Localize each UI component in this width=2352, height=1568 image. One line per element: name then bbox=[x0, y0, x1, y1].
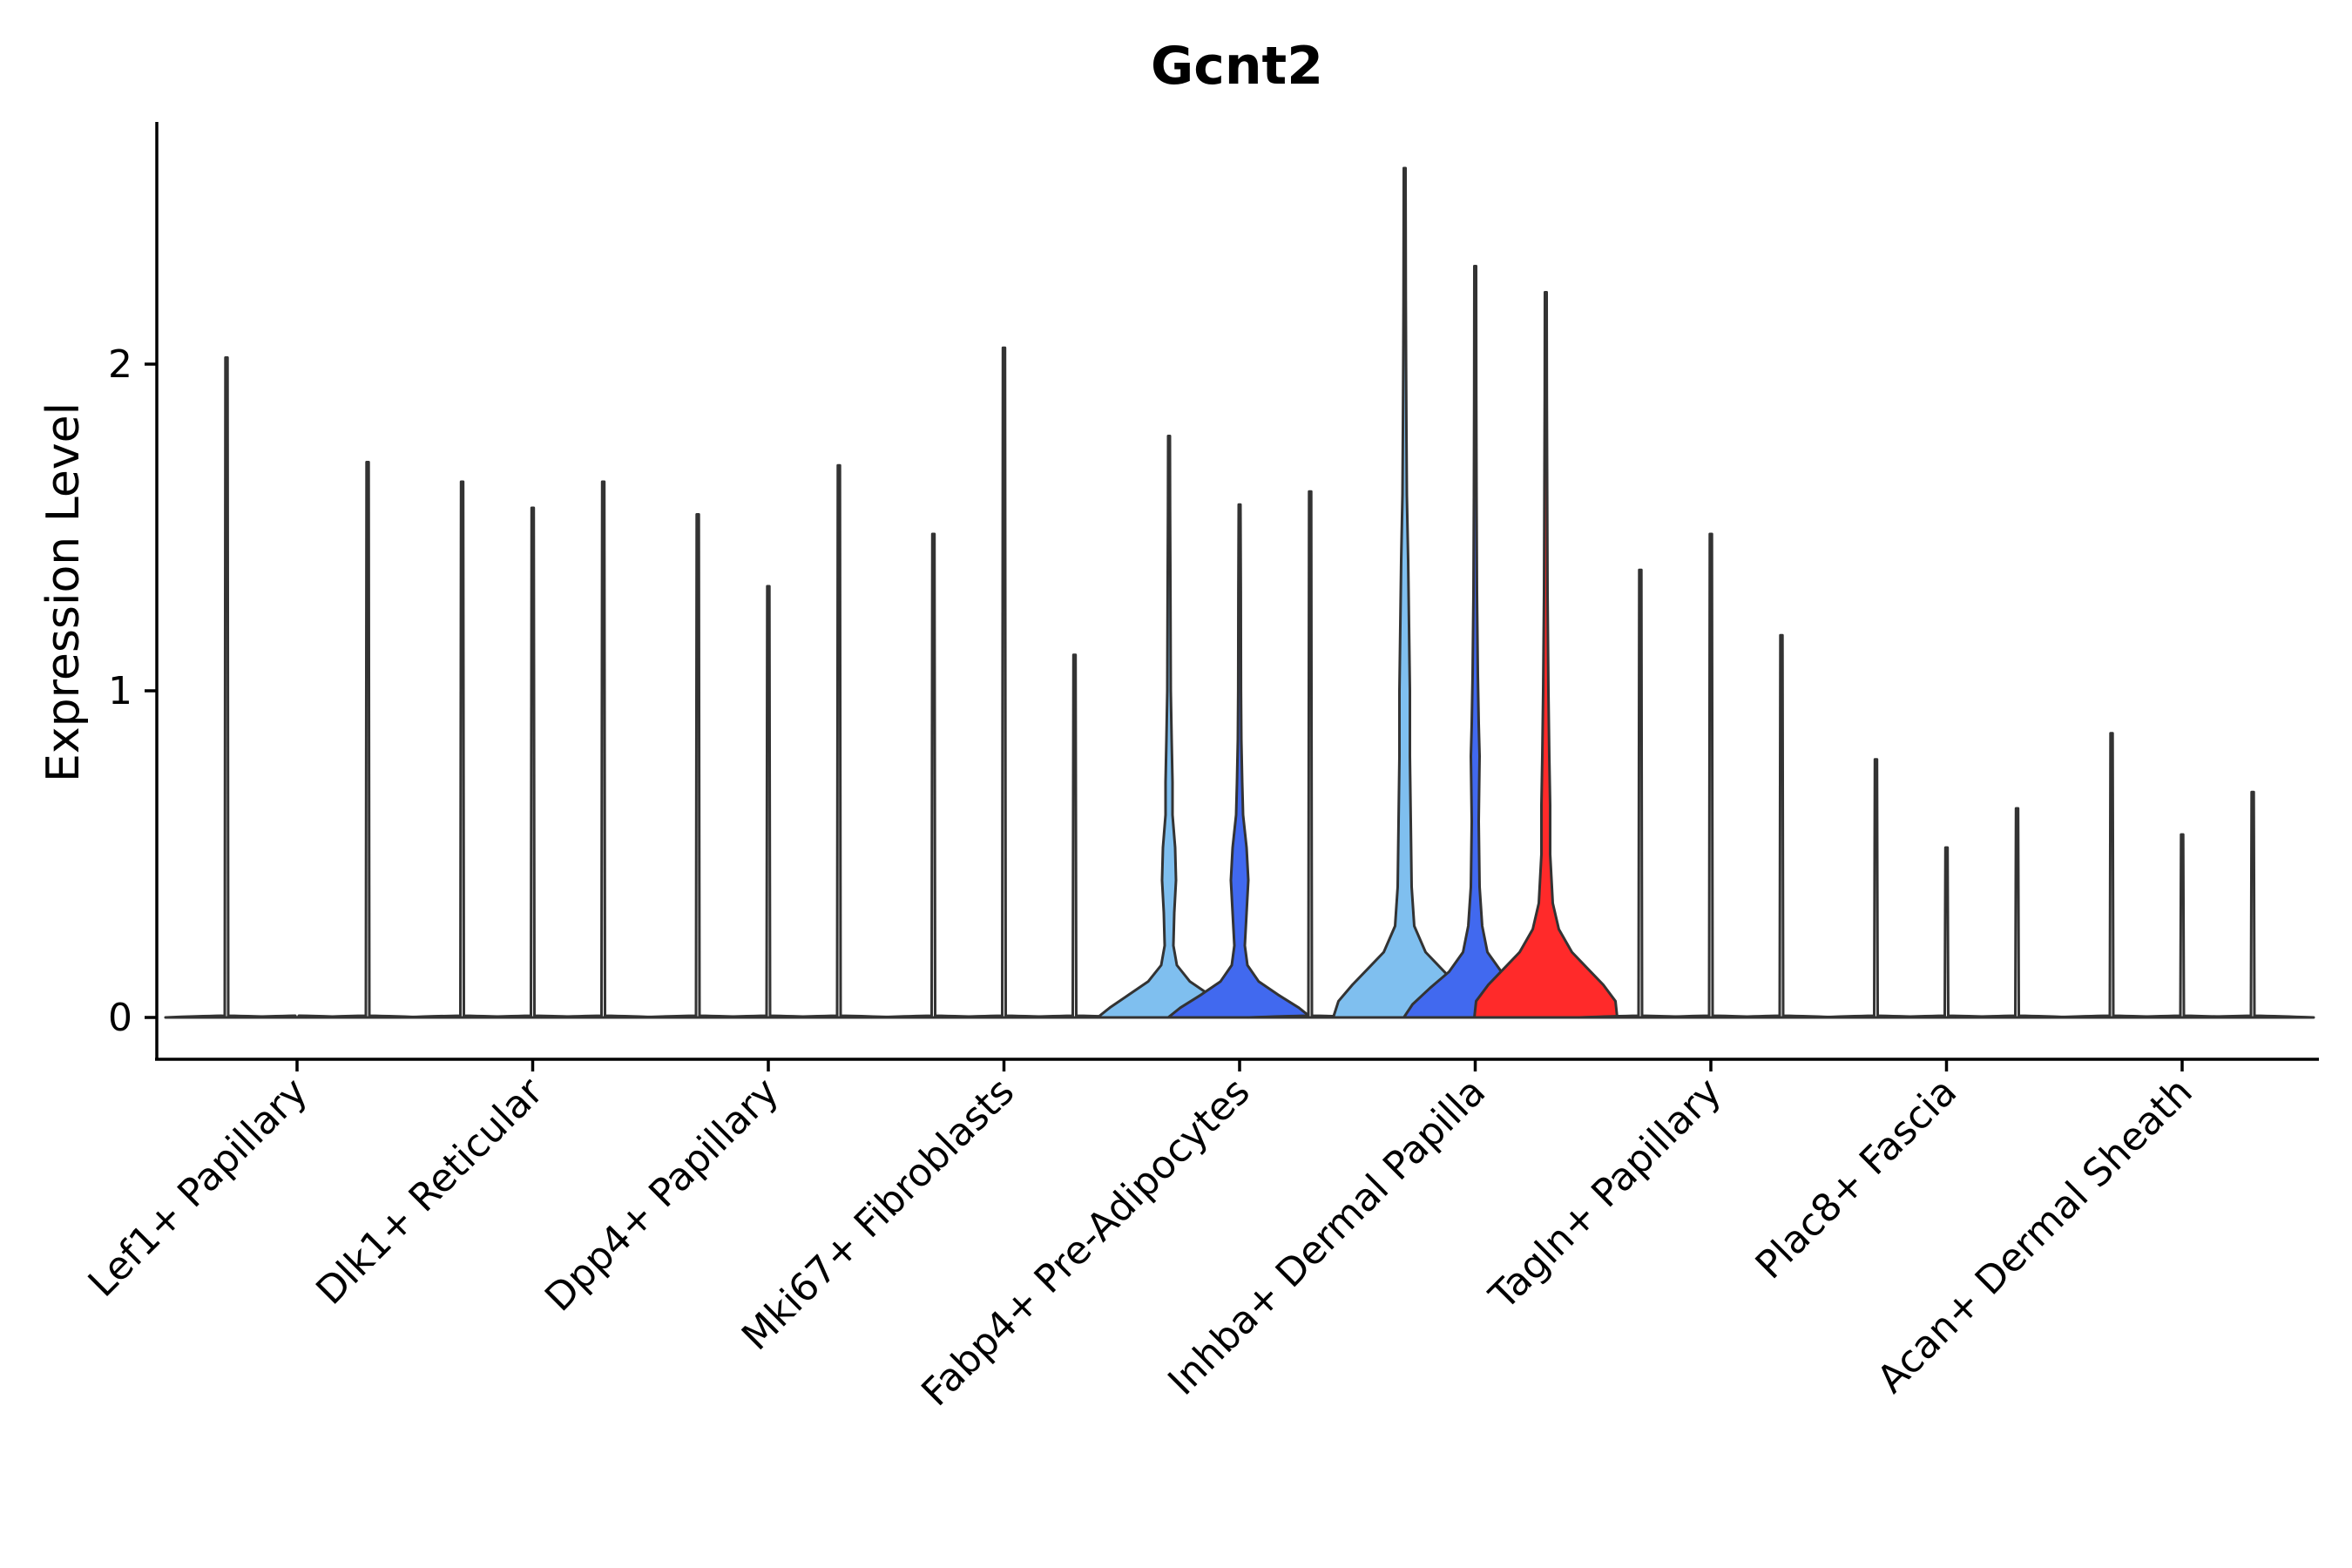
violin-8-3 bbox=[1955, 807, 2079, 1019]
y-tick-label: 1 bbox=[108, 669, 132, 713]
violin-7-1 bbox=[1578, 568, 1703, 1019]
violin-7-3 bbox=[1719, 633, 1844, 1019]
x-tick-label: Lef1+ Papillary bbox=[80, 1070, 316, 1306]
violin-5-2 bbox=[1166, 503, 1313, 1019]
violin-9-1 bbox=[2049, 732, 2174, 1019]
violin-layer bbox=[164, 166, 2315, 1019]
x-tick-label: Mki67+ Fibroblasts bbox=[733, 1070, 1023, 1359]
violin-3-2 bbox=[706, 585, 831, 1019]
y-axis-title: Expression Level bbox=[37, 402, 90, 782]
violin-8-1 bbox=[1814, 758, 1938, 1019]
violin-3-3 bbox=[776, 463, 902, 1019]
violin-6-3 bbox=[1473, 291, 1619, 1019]
violin-2-1 bbox=[400, 480, 524, 1019]
violin-3-1 bbox=[635, 513, 760, 1019]
x-tick-label: Dpp4+ Papillary bbox=[537, 1070, 787, 1321]
violin-1-1 bbox=[164, 356, 289, 1019]
x-tick-label: Dlk1+ Reticular bbox=[308, 1069, 552, 1314]
violin-9-3 bbox=[2190, 790, 2315, 1019]
violin-7-2 bbox=[1648, 532, 1774, 1019]
violin-1-3 bbox=[305, 461, 430, 1019]
violin-6-1 bbox=[1332, 166, 1477, 1019]
violin-6-2 bbox=[1402, 265, 1548, 1019]
violin-9-2 bbox=[2119, 833, 2245, 1019]
violin-4-1 bbox=[871, 532, 996, 1019]
violin-2-3 bbox=[541, 480, 666, 1019]
violin-8-2 bbox=[1884, 846, 2009, 1019]
y-tick-label: 0 bbox=[108, 996, 132, 1040]
violin-5-1 bbox=[1096, 435, 1242, 1019]
y-axis-ticks: 0 1 2 bbox=[108, 342, 157, 1040]
x-tick-label: Plac8+ Fascia bbox=[1747, 1070, 1966, 1288]
chart-title: Gcnt2 bbox=[1151, 36, 1323, 97]
violin-5-3 bbox=[1247, 490, 1373, 1019]
x-tick-label: Tagln+ Papillary bbox=[1481, 1070, 1730, 1319]
violin-4-2 bbox=[942, 346, 1066, 1019]
violin-2-2 bbox=[470, 506, 595, 1019]
violin-4-3 bbox=[1012, 653, 1137, 1019]
y-tick-label: 2 bbox=[108, 342, 132, 387]
